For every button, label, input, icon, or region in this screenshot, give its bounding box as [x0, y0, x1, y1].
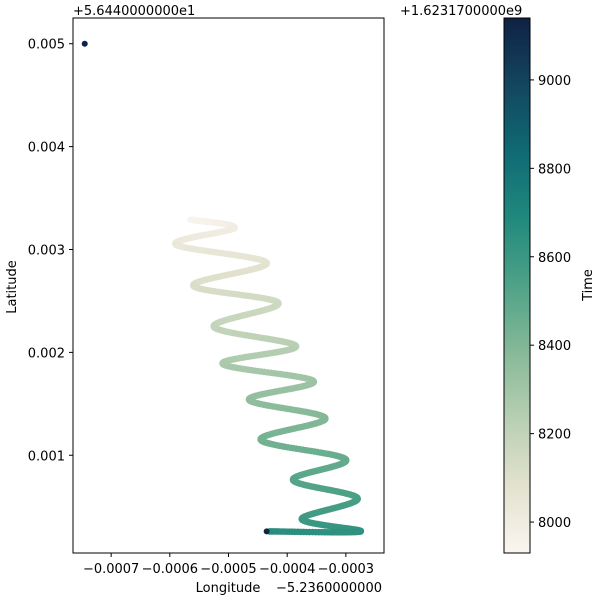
colorbar-tick-label: 8600 [538, 251, 571, 266]
colorbar-label: Time [581, 269, 596, 302]
isolated-point [81, 40, 88, 47]
x-axis-label: Longitude [196, 581, 261, 596]
plot-area: −0.0007 −0.0006 −0.0005 −0.0004 −0.0003 0.001… [5, 4, 385, 596]
colorbar-tick-label: 8000 [538, 516, 571, 531]
x-tick-label: −0.0007 [83, 562, 139, 577]
colorbar-tick-label: 8200 [538, 428, 571, 443]
colorbar: 8000 8200 8400 8600 8800 9000 +1.6231700000e9 T… [400, 4, 596, 554]
x-tick-label: −0.0003 [318, 562, 374, 577]
y-tick-label: 0.001 [28, 449, 65, 464]
y-tick-label: 0.004 [28, 141, 65, 156]
track-end-point [263, 528, 270, 535]
x-tick-label: −0.0004 [259, 562, 315, 577]
colorbar-offset-label: +1.6231700000e9 [400, 4, 522, 19]
colorbar-tick-label: 8400 [538, 339, 571, 354]
x-tick-label: −0.0005 [200, 562, 256, 577]
y-tick-label: 0.003 [28, 243, 65, 258]
x-tick-label: −0.0006 [142, 562, 198, 577]
colorbar-tick-label: 9000 [538, 74, 571, 89]
y-axis-label: Latitude [5, 260, 20, 314]
track-series [172, 216, 365, 536]
y-tick-label: 0.002 [28, 346, 65, 361]
x-offset-label: −5.2360000000 [276, 581, 382, 596]
colorbar-tick-label: 8800 [538, 162, 571, 177]
y-offset-label: +5.6440000000e1 [73, 4, 195, 19]
plot-frame [72, 17, 385, 554]
y-tick-label: 0.005 [28, 38, 65, 53]
isolated-series [81, 40, 270, 535]
colorbar-body [503, 17, 531, 554]
